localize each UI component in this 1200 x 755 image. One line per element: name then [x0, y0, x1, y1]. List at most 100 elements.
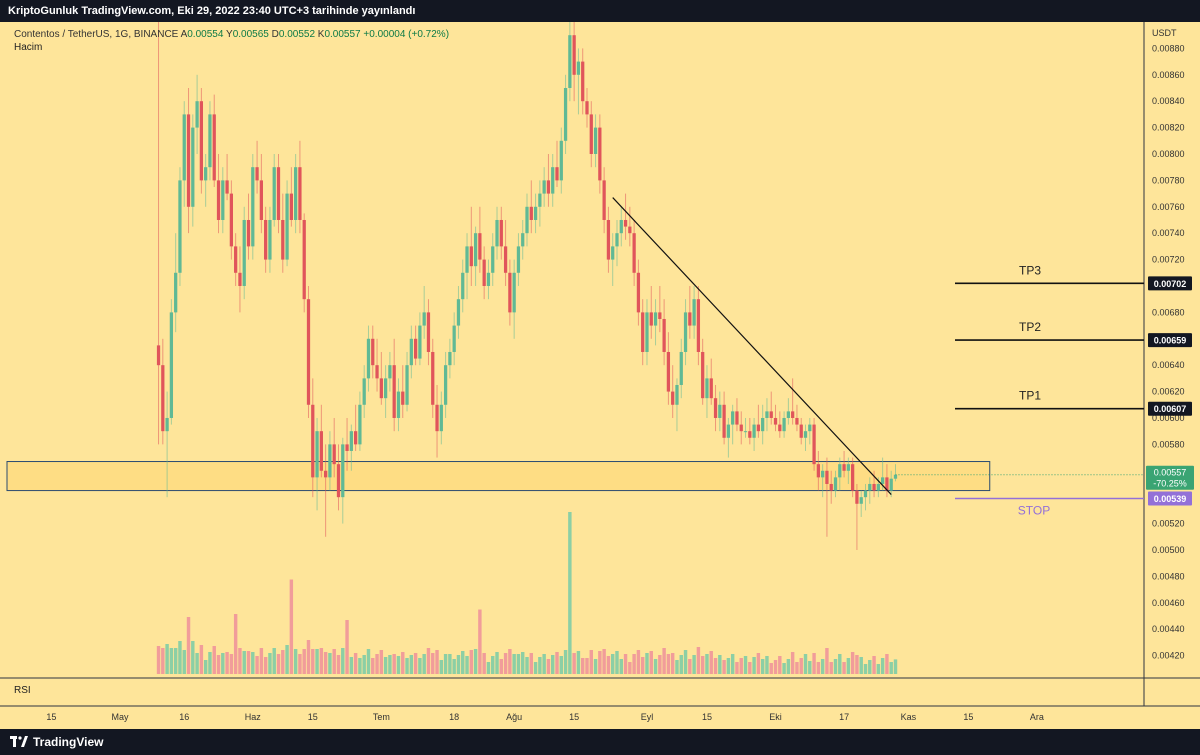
volume-bar: [842, 662, 846, 674]
candle-body: [306, 299, 311, 405]
candle-body: [499, 219, 503, 247]
candle-body: [259, 180, 263, 220]
volume-bar: [803, 654, 808, 674]
candle-body: [859, 497, 863, 504]
volume-bar: [850, 652, 855, 674]
target-label: TP3: [1019, 263, 1041, 277]
candle-body: [881, 477, 885, 484]
x-tick-label: 15: [569, 712, 579, 722]
footer-bar: TradingView: [0, 729, 1200, 755]
candle-body: [851, 464, 855, 491]
candle-body: [465, 246, 469, 273]
candle-body: [585, 101, 589, 115]
target-price-tag: [1148, 333, 1192, 348]
candle-body: [452, 325, 456, 352]
volume-bar: [362, 655, 366, 674]
candle-body: [683, 312, 688, 352]
volume-bar: [456, 655, 461, 674]
volume-bar: [443, 654, 448, 674]
candle-body: [165, 417, 169, 432]
volume-bar: [186, 617, 191, 674]
candle-body: [748, 431, 752, 438]
volume-bar: [328, 653, 332, 674]
volume-bar: [371, 658, 375, 674]
candle-body: [641, 312, 645, 352]
volume-bar: [782, 663, 786, 674]
candle-body: [872, 483, 876, 491]
volume-bar: [405, 658, 409, 674]
candle-body: [319, 431, 323, 471]
volume-bar: [538, 657, 542, 674]
volume-bar: [383, 657, 388, 674]
candle-body: [885, 477, 889, 491]
volume-bar: [885, 654, 889, 674]
candle-body: [718, 404, 722, 418]
volume-bar: [872, 656, 876, 674]
candle-body: [602, 180, 606, 220]
volume-bar: [332, 649, 336, 674]
x-tick-label: Tem: [373, 712, 390, 722]
candle-body: [889, 478, 893, 491]
candle-body: [559, 140, 563, 181]
volume-bar: [876, 664, 881, 674]
volume-bar: [688, 659, 692, 674]
candle-body: [191, 127, 195, 207]
candle-body: [671, 391, 675, 405]
close-value: 0.00557: [324, 29, 361, 40]
candle-body: [615, 233, 619, 247]
candle-body: [752, 424, 756, 438]
candle-body: [392, 365, 396, 418]
volume-bar: [773, 660, 778, 674]
volume-bar: [722, 660, 726, 674]
volume-bar: [276, 654, 281, 674]
candle-body: [431, 351, 435, 405]
candle-body: [756, 424, 761, 432]
volume-bar: [670, 653, 675, 674]
candle-body: [735, 411, 739, 425]
candle-body: [512, 272, 516, 313]
candle-body: [332, 444, 336, 465]
candle-body: [349, 431, 353, 451]
volume-bar: [491, 656, 495, 674]
candle-body: [195, 101, 199, 128]
stop-label: STOP: [1018, 503, 1050, 517]
volume-bar: [855, 655, 859, 674]
volume-bar: [242, 651, 246, 674]
candle-body: [461, 272, 465, 300]
candle-body: [426, 312, 431, 352]
target-price-label: 0.00659: [1154, 336, 1187, 346]
volume-bar: [662, 648, 666, 674]
volume-bar: [478, 609, 482, 674]
volume-bar: [255, 656, 259, 674]
volume-bar: [413, 653, 418, 674]
candle-body: [662, 318, 666, 352]
candle-body: [486, 272, 491, 286]
candle-body: [773, 417, 778, 425]
volume-bar: [580, 658, 585, 674]
volume-bar: [212, 646, 216, 674]
volume-bar: [431, 653, 435, 674]
candle-body: [212, 114, 216, 181]
volume-bar: [756, 653, 761, 674]
volume-bar: [880, 658, 885, 674]
volume-bar: [512, 654, 516, 674]
volume-bar: [521, 652, 525, 674]
target-price-label: 0.00702: [1154, 279, 1187, 289]
price-chart[interactable]: 0.00420 0.00440 0.00460 0.00480 0.00500 0.005…: [0, 22, 1200, 729]
candle-body: [791, 411, 795, 418]
candle-body: [778, 424, 782, 432]
volume-bar: [529, 653, 534, 674]
candle-body: [156, 345, 161, 366]
volume-bar: [495, 652, 499, 674]
candle-body: [285, 193, 289, 260]
candle-body: [264, 219, 268, 260]
candle-body: [186, 114, 191, 207]
volume-bar: [829, 662, 833, 674]
candle-body: [829, 483, 833, 491]
candle-body: [825, 470, 829, 484]
x-tick-label: May: [111, 712, 129, 722]
y-tick-label: 0.00420: [1152, 651, 1185, 661]
tradingview-logo[interactable]: TradingView: [10, 735, 103, 749]
candle-body: [315, 431, 319, 478]
candle-body: [396, 391, 401, 418]
